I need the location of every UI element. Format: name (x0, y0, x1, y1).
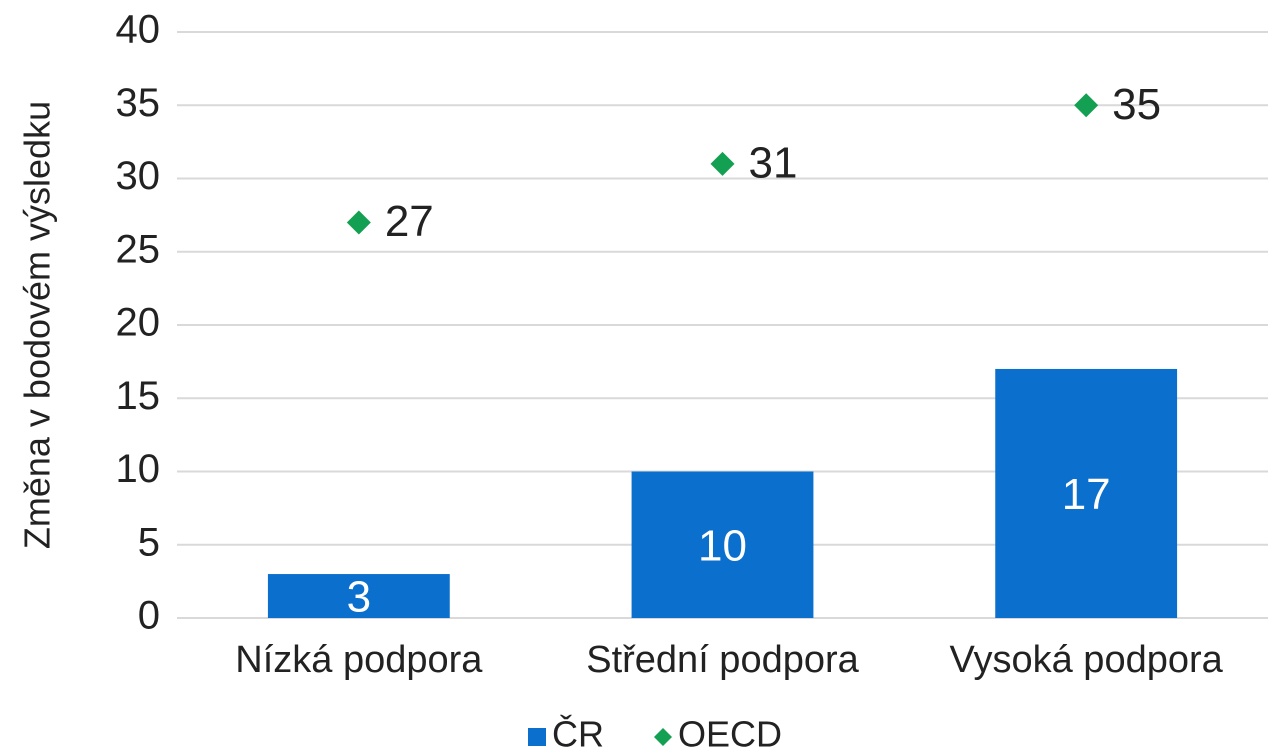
y-tick-label: 5 (138, 520, 160, 564)
y-tick-label: 15 (116, 374, 161, 418)
x-tick-label: Nízká podpora (235, 639, 483, 681)
legend-label: ČR (552, 714, 604, 753)
legend-swatch (528, 728, 546, 746)
bar (267, 574, 450, 618)
legend-swatch (654, 728, 672, 746)
y-axis-title: Změna v bodovém výsledku (17, 101, 58, 549)
marker (710, 151, 735, 176)
y-tick-label: 10 (116, 447, 161, 491)
data-label: 31 (749, 138, 798, 187)
data-label: 3 (347, 573, 371, 622)
data-label: 27 (385, 197, 434, 246)
y-tick-label: 20 (116, 301, 161, 345)
bar (631, 471, 814, 618)
y-tick-label: 0 (138, 594, 160, 638)
x-tick-label: Střední podpora (586, 639, 859, 681)
y-tick-label: 25 (116, 227, 161, 271)
data-label: 35 (1112, 80, 1161, 129)
x-tick-label: Vysoká podpora (950, 639, 1224, 681)
bar (995, 368, 1178, 618)
y-tick-label: 30 (116, 154, 161, 198)
legend-label: OECD (678, 714, 782, 753)
marker (346, 210, 371, 235)
data-label: 17 (1062, 470, 1111, 519)
data-label: 10 (698, 521, 747, 570)
y-tick-label: 35 (116, 81, 161, 125)
marker (1074, 93, 1099, 118)
y-tick-label: 40 (116, 8, 161, 52)
